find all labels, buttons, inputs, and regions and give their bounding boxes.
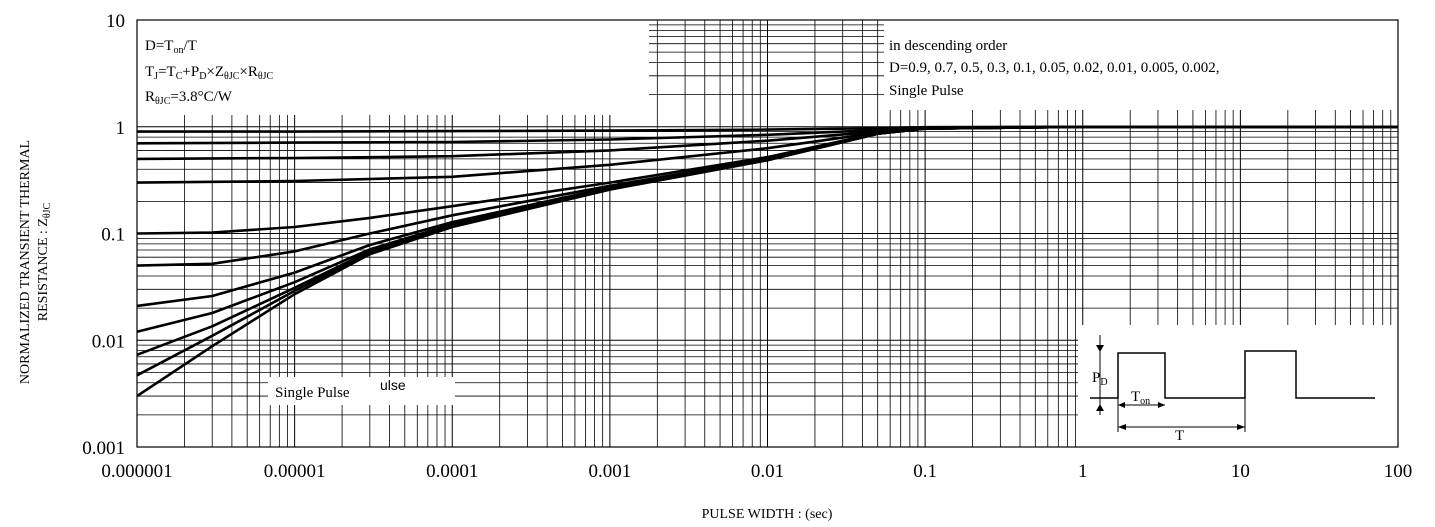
- legend-single-pulse: Single Pulse: [889, 83, 964, 99]
- y-axis-label-line1: NORMALIZED TRANSIENT THERMAL: [18, 140, 33, 384]
- series-lines: [136, 125, 1398, 398]
- x-tick-label: 1: [1078, 461, 1088, 482]
- y-tick-label: 0.01: [92, 331, 125, 352]
- param-duty: D=Ton/T: [145, 38, 197, 56]
- x-tick-label: 0.00001: [264, 461, 326, 482]
- tick-labels: 0.000001 0.00001 0.0001 0.001 0.01 0.1 1 10 100 1…: [82, 11, 1412, 482]
- series-10: [136, 125, 1398, 398]
- y-tick-label: 0.001: [82, 438, 125, 459]
- legend-box: [884, 20, 1398, 110]
- legend-title: in descending order: [889, 38, 1007, 54]
- x-axis-label: PULSE WIDTH : (sec): [702, 507, 833, 522]
- single-pulse-label-bg: [268, 377, 455, 405]
- y-axis-label-line2: RESISTANCE : ZθJC: [36, 202, 53, 321]
- params-box: [137, 20, 649, 115]
- x-tick-label: 0.001: [589, 461, 632, 482]
- inset-pd-label: PD: [1092, 370, 1108, 388]
- x-tick-label: 10: [1231, 461, 1250, 482]
- x-tick-label: 0.000001: [101, 461, 172, 482]
- y-tick-label: 10: [106, 11, 125, 32]
- param-formula: TJ=TC+PD×ZθJC×RθJC: [145, 64, 274, 82]
- y-tick-label: 0.1: [101, 225, 125, 246]
- plot-frame: [136, 19, 1399, 448]
- single-pulse-ghost: ulse: [380, 377, 406, 393]
- x-tick-label: 0.0001: [426, 461, 478, 482]
- param-rthjc: RθJC=3.8°C/W: [145, 89, 233, 107]
- inset-t-label: T: [1175, 428, 1184, 444]
- pulse-inset: [1090, 335, 1375, 432]
- x-tick-label: 0.01: [751, 461, 784, 482]
- legend-duty-list: D=0.9, 0.7, 0.5, 0.3, 0.1, 0.05, 0.02, 0…: [889, 60, 1220, 76]
- x-tick-label: 0.1: [913, 461, 937, 482]
- x-tick-label: 100: [1384, 461, 1413, 482]
- single-pulse-label: Single Pulse: [275, 385, 350, 401]
- inset-ton-label: Ton: [1131, 389, 1150, 407]
- y-axis-label: NORMALIZED TRANSIENT THERMAL RESISTANCE …: [18, 140, 53, 384]
- y-tick-label: 1: [116, 118, 126, 139]
